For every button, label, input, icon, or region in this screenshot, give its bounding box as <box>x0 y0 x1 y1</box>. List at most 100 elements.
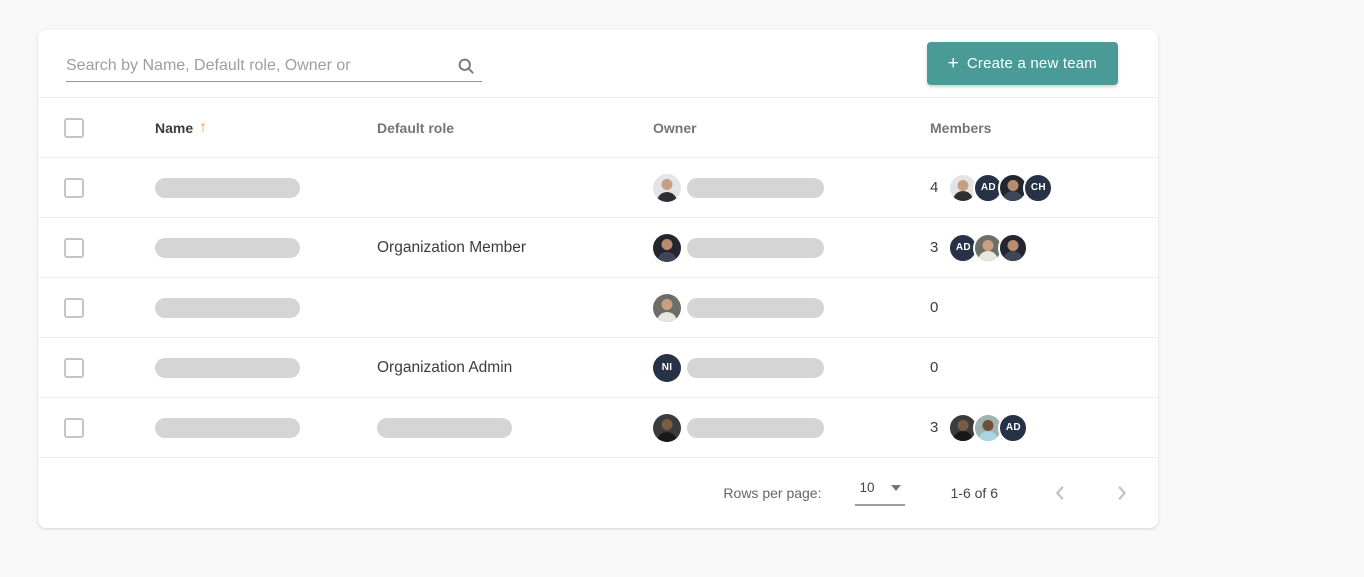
member-avatar-stack: AD <box>948 412 1029 443</box>
next-page-button[interactable] <box>1108 479 1136 507</box>
rows-per-page-select[interactable]: 10 <box>855 480 905 506</box>
avatar-silhouette <box>957 419 969 431</box>
table-row: 3 AD <box>38 398 1158 458</box>
avatar-silhouette <box>661 418 673 430</box>
avatar-silhouette <box>661 298 673 310</box>
avatar-silhouette <box>1007 239 1019 251</box>
photo-avatar <box>973 412 1004 443</box>
default-role-cell: Organization Member <box>377 239 653 257</box>
name-cell <box>155 357 377 378</box>
toolbar: + Create a new team <box>38 30 1158 98</box>
row-checkbox-cell <box>38 417 155 438</box>
search-input[interactable] <box>66 56 456 75</box>
pagination-range: 1-6 of 6 <box>950 485 998 501</box>
default-role-value: Organization Member <box>377 238 527 256</box>
row-checkbox[interactable] <box>64 297 84 318</box>
name-cell <box>155 177 377 198</box>
owner-name-skeleton <box>687 297 824 318</box>
avatar-silhouette <box>661 238 673 250</box>
avatar-silhouette <box>953 190 974 201</box>
owner-name-skeleton <box>687 357 824 378</box>
sort-ascending-icon: ↑ <box>199 118 208 136</box>
members-count: 3 <box>930 419 939 436</box>
row-checkbox-cell <box>38 177 155 198</box>
rows-per-page-value: 10 <box>859 480 875 495</box>
row-checkbox[interactable] <box>64 177 84 198</box>
avatar-silhouette <box>978 430 999 441</box>
members-count: 0 <box>930 359 939 376</box>
photo-avatar <box>948 172 979 203</box>
initials-avatar: AD <box>998 412 1029 443</box>
name-skeleton <box>155 177 300 198</box>
select-all-checkbox[interactable] <box>64 117 84 138</box>
members-count: 3 <box>930 239 939 256</box>
name-cell <box>155 417 377 438</box>
row-checkbox[interactable] <box>64 417 84 438</box>
owner-cell <box>653 413 930 442</box>
previous-page-button[interactable] <box>1046 479 1074 507</box>
table-row: 0 <box>38 278 1158 338</box>
member-avatar-stack: AD <box>948 232 1029 263</box>
members-count: 4 <box>930 179 939 196</box>
column-header-owner[interactable]: Owner <box>653 119 697 136</box>
members-cell: 4 AD CH <box>930 172 1158 203</box>
table-row: 4 AD CH <box>38 158 1158 218</box>
default-role-cell <box>377 417 653 438</box>
avatar-silhouette <box>953 430 974 441</box>
avatar-silhouette <box>661 178 673 190</box>
row-checkbox-cell <box>38 237 155 258</box>
avatar-silhouette <box>1003 250 1024 261</box>
avatar-silhouette <box>657 251 677 262</box>
column-header-default-role[interactable]: Default role <box>377 119 455 136</box>
members-cell: 0 <box>930 299 1158 316</box>
chevron-left-icon <box>1056 486 1064 500</box>
owner-cell <box>653 293 930 322</box>
owner-cell <box>653 233 930 262</box>
row-checkbox[interactable] <box>64 237 84 258</box>
name-cell <box>155 297 377 318</box>
owner-cell: NI <box>653 353 930 382</box>
initials-avatar: AD <box>948 232 979 263</box>
column-header-members[interactable]: Members <box>930 119 992 136</box>
photo-avatar <box>998 232 1029 263</box>
member-avatar-stack: AD CH <box>948 172 1054 203</box>
name-skeleton <box>155 417 300 438</box>
members-cell: 0 <box>930 359 1158 376</box>
create-team-button-label: Create a new team <box>966 55 1097 72</box>
photo-avatar <box>653 173 681 202</box>
avatar-silhouette <box>978 250 999 261</box>
owner-cell <box>653 173 930 202</box>
photo-avatar <box>653 233 681 262</box>
owner-name-skeleton <box>687 237 824 258</box>
pagination-bar: Rows per page: 10 1-6 of 6 <box>38 458 1158 528</box>
owner-name-skeleton <box>687 177 824 198</box>
row-checkbox-cell <box>38 297 155 318</box>
table-row: Organization Admin NI 0 <box>38 338 1158 398</box>
row-checkbox-cell <box>38 357 155 378</box>
members-cell: 3 AD <box>930 232 1158 263</box>
avatar-silhouette <box>657 431 677 442</box>
avatar-silhouette <box>1003 190 1024 201</box>
photo-avatar <box>653 413 681 442</box>
row-checkbox[interactable] <box>64 357 84 378</box>
teams-card: + Create a new team Name ↑ Default role … <box>38 30 1158 528</box>
initials-avatar: CH <box>1023 172 1054 203</box>
table-row: Organization Member 3 AD <box>38 218 1158 278</box>
name-cell <box>155 237 377 258</box>
name-skeleton <box>155 237 300 258</box>
name-skeleton <box>155 297 300 318</box>
name-skeleton <box>155 357 300 378</box>
table-header-row: Name ↑ Default role Owner Members <box>38 98 1158 158</box>
column-header-name[interactable]: Name ↑ <box>155 118 208 136</box>
default-role-cell: Organization Admin <box>377 359 653 377</box>
search-icon[interactable] <box>456 56 476 76</box>
avatar-silhouette <box>982 239 994 251</box>
members-count: 0 <box>930 299 939 316</box>
avatar-silhouette <box>657 311 677 322</box>
create-team-button[interactable]: + Create a new team <box>926 42 1118 85</box>
photo-avatar <box>948 412 979 443</box>
plus-icon: + <box>947 53 959 74</box>
caret-down-icon <box>890 484 901 491</box>
photo-avatar <box>653 293 681 322</box>
chevron-right-icon <box>1118 486 1126 500</box>
